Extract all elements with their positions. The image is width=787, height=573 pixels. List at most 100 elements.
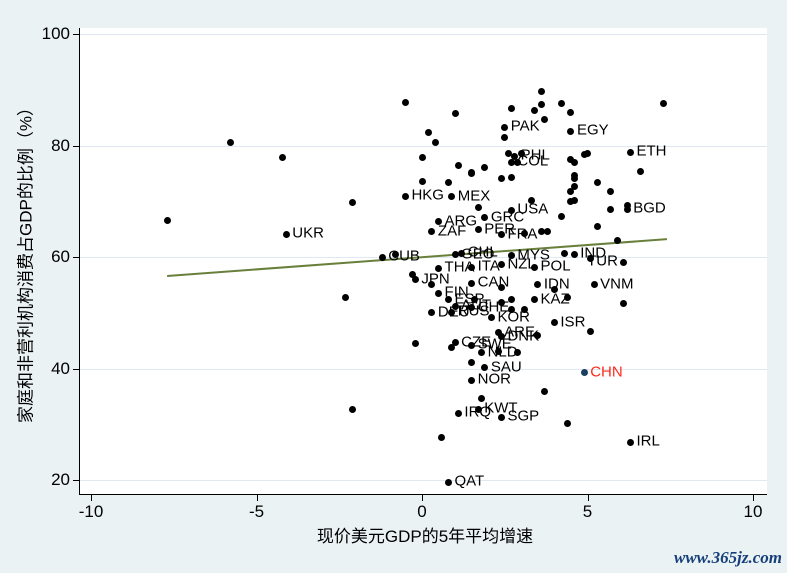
data-point	[494, 348, 502, 356]
data-point	[504, 150, 512, 158]
data-point	[557, 213, 565, 221]
data-point	[623, 201, 631, 209]
data-point	[418, 153, 426, 161]
data-point-tur	[620, 258, 628, 266]
data-point	[567, 108, 575, 116]
point-label-irl: IRL	[636, 432, 660, 450]
point-label-qat: QAT	[454, 472, 485, 490]
data-point	[418, 178, 426, 186]
data-point-deu	[428, 309, 436, 317]
data-point	[531, 107, 539, 115]
data-point-sau	[481, 364, 489, 372]
point-label-chn: CHN	[590, 363, 623, 381]
data-point	[570, 175, 578, 183]
data-point	[444, 179, 452, 187]
data-point	[570, 158, 578, 166]
point-label-tha: THA	[444, 258, 475, 276]
gridline-y-40	[80, 368, 767, 370]
data-point-vnm	[590, 281, 598, 289]
data-point	[392, 251, 400, 259]
data-point-tha	[435, 264, 443, 272]
data-point	[507, 296, 515, 304]
point-label-geo: GEO	[461, 245, 495, 263]
point-label-sgp: SGP	[507, 407, 540, 425]
data-point	[560, 249, 568, 257]
point-label-ita: ITA	[477, 257, 500, 275]
trend-line	[167, 238, 668, 277]
data-point	[342, 293, 350, 301]
data-point-ukr	[282, 230, 290, 238]
gridline-y-20	[80, 480, 767, 481]
data-point-geo	[451, 251, 459, 259]
data-point	[471, 296, 479, 304]
data-point	[514, 349, 522, 357]
data-point-swe	[468, 341, 476, 349]
data-point	[620, 299, 628, 307]
data-point	[537, 100, 545, 108]
point-label-per: PER	[484, 220, 516, 238]
data-point	[557, 99, 565, 107]
data-point-qat	[444, 478, 452, 486]
point-label-idn: IDN	[543, 275, 570, 293]
data-point	[425, 128, 433, 136]
data-point	[454, 161, 462, 169]
point-label-nor: NOR	[477, 370, 511, 388]
data-point	[478, 394, 486, 402]
data-point	[540, 388, 548, 396]
data-point-col	[507, 158, 515, 166]
data-point	[468, 359, 476, 367]
point-label-pol: POL	[540, 257, 571, 275]
data-point-irl	[627, 438, 635, 446]
data-point	[348, 199, 356, 207]
data-point	[550, 286, 558, 294]
data-point-pol	[531, 263, 539, 271]
data-point	[401, 98, 409, 106]
data-point-egy	[567, 127, 575, 135]
data-point-chn	[580, 369, 588, 377]
data-point	[507, 104, 515, 112]
data-point-hkg	[401, 192, 409, 200]
data-point-eth	[627, 148, 635, 156]
data-point	[514, 159, 522, 167]
point-label-zaf: ZAF	[437, 222, 467, 240]
data-point-kaz	[531, 296, 539, 304]
point-label-egy: EGY	[576, 121, 609, 139]
point-label-chl: CHL	[467, 243, 498, 261]
data-point	[544, 228, 552, 236]
x-axis-title: 现价美元GDP的5年平均增速	[316, 527, 534, 546]
data-point	[540, 116, 548, 124]
data-point-rus	[448, 308, 456, 316]
data-point-are	[494, 329, 502, 337]
data-point	[408, 271, 416, 279]
data-point	[570, 183, 578, 191]
point-label-col: COL	[517, 152, 549, 170]
plot-area	[79, 28, 767, 495]
data-point	[587, 328, 595, 336]
data-point	[348, 406, 356, 414]
data-point-irq	[454, 409, 462, 417]
data-point-dnk	[497, 333, 505, 341]
data-point-grc	[481, 214, 489, 222]
data-point	[607, 188, 615, 196]
point-label-tur: TUR	[587, 252, 618, 270]
point-label-esp: ESP	[454, 290, 485, 308]
data-point	[537, 228, 545, 236]
point-label-kor: KOR	[497, 308, 531, 326]
point-label-pak: PAK	[510, 117, 540, 135]
point-label-swe: SWE	[477, 335, 512, 353]
point-label-bgd: BGD	[633, 199, 666, 217]
data-point	[636, 167, 644, 175]
data-point	[567, 198, 575, 206]
data-point	[587, 254, 595, 262]
data-point	[517, 150, 525, 158]
point-label-ukr: UKR	[292, 224, 324, 242]
data-point	[527, 196, 535, 204]
point-label-fin: FIN	[444, 283, 469, 301]
data-point	[431, 139, 439, 147]
data-point	[567, 156, 575, 164]
data-point	[448, 344, 456, 352]
data-point	[507, 306, 515, 314]
data-point-ind	[570, 250, 578, 258]
